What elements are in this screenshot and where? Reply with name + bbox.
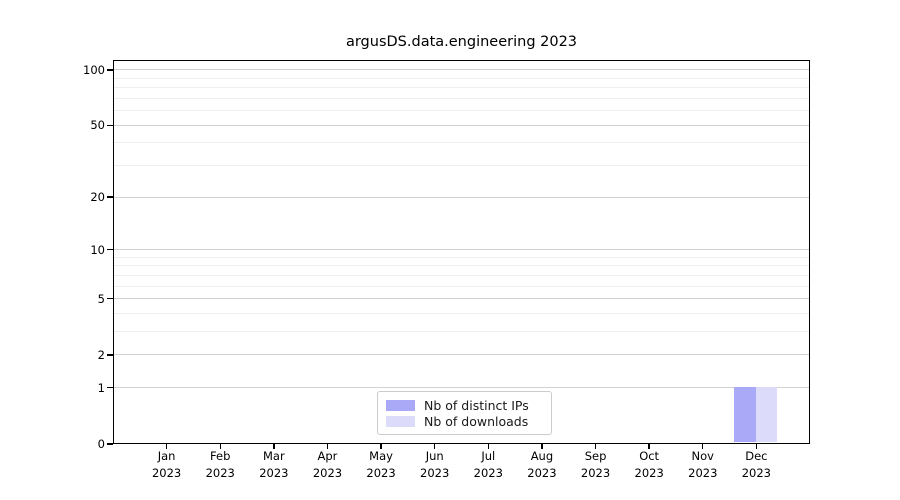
gridline-minor-70 <box>114 97 809 99</box>
x-tick-year: 2023 <box>312 465 343 480</box>
y-tick-label-100: 100 <box>83 62 105 77</box>
x-tick-month: May <box>369 449 393 463</box>
plot-area <box>113 60 810 444</box>
x-tick-label-jul: Jul 2023 <box>460 448 516 481</box>
gridline-major-100 <box>114 69 809 71</box>
y-tick-label-50: 50 <box>90 118 105 133</box>
gridline-minor-30 <box>114 165 809 167</box>
chart-title: argusDS.data.engineering 2023 <box>345 34 578 50</box>
x-tick-label-jan: Jan 2023 <box>139 448 195 481</box>
x-tick-month: Feb <box>210 449 231 463</box>
y-tick-mark-50 <box>107 124 113 126</box>
gridline-minor-9 <box>114 256 809 258</box>
bar-nb-of-distinct-ips-dec <box>734 387 756 442</box>
x-tick-month: Jan <box>157 449 176 463</box>
legend-item-distinct-ips: Nb of distinct IPs <box>386 397 543 413</box>
x-tick-month: Apr <box>317 449 338 463</box>
x-tick-month: Sep <box>584 449 607 463</box>
gridline-major-20 <box>114 196 809 198</box>
x-tick-mark-jan <box>165 444 168 449</box>
x-tick-month: Dec <box>745 449 768 463</box>
y-tick-label-1: 1 <box>97 380 105 395</box>
bar-nb-of-downloads-dec <box>755 387 778 442</box>
x-tick-year: 2023 <box>151 465 182 480</box>
x-tick-mark-may <box>380 444 382 449</box>
legend-label-distinct-ips: Nb of distinct IPs <box>424 397 529 413</box>
legend: Nb of distinct IPs Nb of downloads <box>377 391 552 435</box>
x-tick-year: 2023 <box>688 465 718 480</box>
y-tick-mark-2 <box>107 354 113 356</box>
x-tick-year: 2023 <box>580 465 611 480</box>
y-tick-mark-20 <box>107 196 113 198</box>
gridline-minor-6 <box>114 285 809 287</box>
x-tick-year: 2023 <box>366 465 396 480</box>
legend-item-downloads: Nb of downloads <box>386 413 543 429</box>
x-tick-label-nov: Nov 2023 <box>675 448 731 481</box>
x-tick-label-mar: Mar 2023 <box>246 448 302 481</box>
gridline-minor-90 <box>114 77 809 79</box>
x-tick-mark-sep <box>594 444 597 449</box>
x-tick-year: 2023 <box>527 465 557 480</box>
x-tick-mark-feb <box>219 444 221 449</box>
gridline-major-2 <box>114 354 809 356</box>
x-tick-label-apr: Apr 2023 <box>299 448 355 481</box>
x-tick-year: 2023 <box>259 465 289 480</box>
x-tick-mark-nov <box>702 444 704 449</box>
y-tick-mark-1 <box>107 387 113 389</box>
gridline-major-5 <box>114 298 809 300</box>
x-tick-mark-jun <box>433 444 436 449</box>
gridline-minor-40 <box>114 142 809 144</box>
gridline-minor-4 <box>114 313 809 314</box>
gridline-minor-60 <box>114 110 809 112</box>
x-tick-year: 2023 <box>741 465 772 480</box>
x-tick-mark-jul <box>487 444 489 449</box>
y-tick-label-0: 0 <box>97 437 105 451</box>
legend-label-downloads: Nb of downloads <box>424 413 529 429</box>
x-tick-year: 2023 <box>420 465 450 480</box>
legend-swatch-downloads <box>386 415 415 427</box>
x-tick-label-may: May 2023 <box>353 448 409 481</box>
x-tick-mark-mar <box>273 444 275 449</box>
y-tick-mark-5 <box>107 298 113 300</box>
x-tick-month: Mar <box>262 449 285 463</box>
y-tick-mark-100 <box>107 69 113 71</box>
x-tick-label-dec: Dec 2023 <box>728 448 784 481</box>
y-tick-label-5: 5 <box>97 291 105 306</box>
y-tick-mark-0 <box>107 443 113 445</box>
gridline-minor-8 <box>114 265 809 267</box>
gridline-major-10 <box>114 249 809 251</box>
x-tick-label-jun: Jun 2023 <box>407 448 463 481</box>
gridline-minor-80 <box>114 87 809 89</box>
y-tick-mark-10 <box>107 248 113 251</box>
x-tick-mark-aug <box>541 444 543 449</box>
x-tick-mark-apr <box>326 444 329 449</box>
x-tick-month: Nov <box>691 449 714 463</box>
x-tick-label-feb: Feb 2023 <box>192 448 248 481</box>
x-tick-year: 2023 <box>205 465 235 480</box>
gridline-major-50 <box>114 124 809 126</box>
x-tick-mark-dec <box>755 444 758 449</box>
x-tick-label-aug: Aug 2023 <box>514 448 570 481</box>
legend-swatch-distinct-ips <box>386 399 415 411</box>
x-tick-month: Jul <box>481 449 496 463</box>
y-tick-label-10: 10 <box>90 242 105 257</box>
y-tick-label-20: 20 <box>90 190 105 205</box>
x-tick-label-sep: Sep 2023 <box>568 448 624 481</box>
x-tick-year: 2023 <box>634 465 664 480</box>
x-tick-year: 2023 <box>473 465 503 480</box>
x-tick-month: Oct <box>639 449 660 463</box>
x-tick-month: Jun <box>425 449 444 463</box>
x-tick-month: Aug <box>530 449 554 463</box>
x-tick-label-oct: Oct 2023 <box>621 448 677 481</box>
gridline-major-1 <box>114 387 809 389</box>
y-tick-label-2: 2 <box>97 347 105 362</box>
gridline-minor-3 <box>114 331 809 333</box>
gridline-minor-7 <box>114 274 809 276</box>
x-tick-mark-oct <box>648 444 650 449</box>
